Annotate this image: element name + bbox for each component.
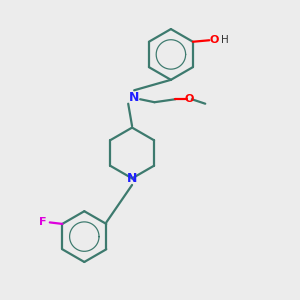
Text: N: N (127, 172, 137, 185)
Text: O: O (184, 94, 194, 104)
Text: F: F (39, 218, 47, 227)
Text: O: O (210, 35, 219, 45)
Text: H: H (221, 35, 228, 45)
Text: N: N (128, 91, 139, 104)
